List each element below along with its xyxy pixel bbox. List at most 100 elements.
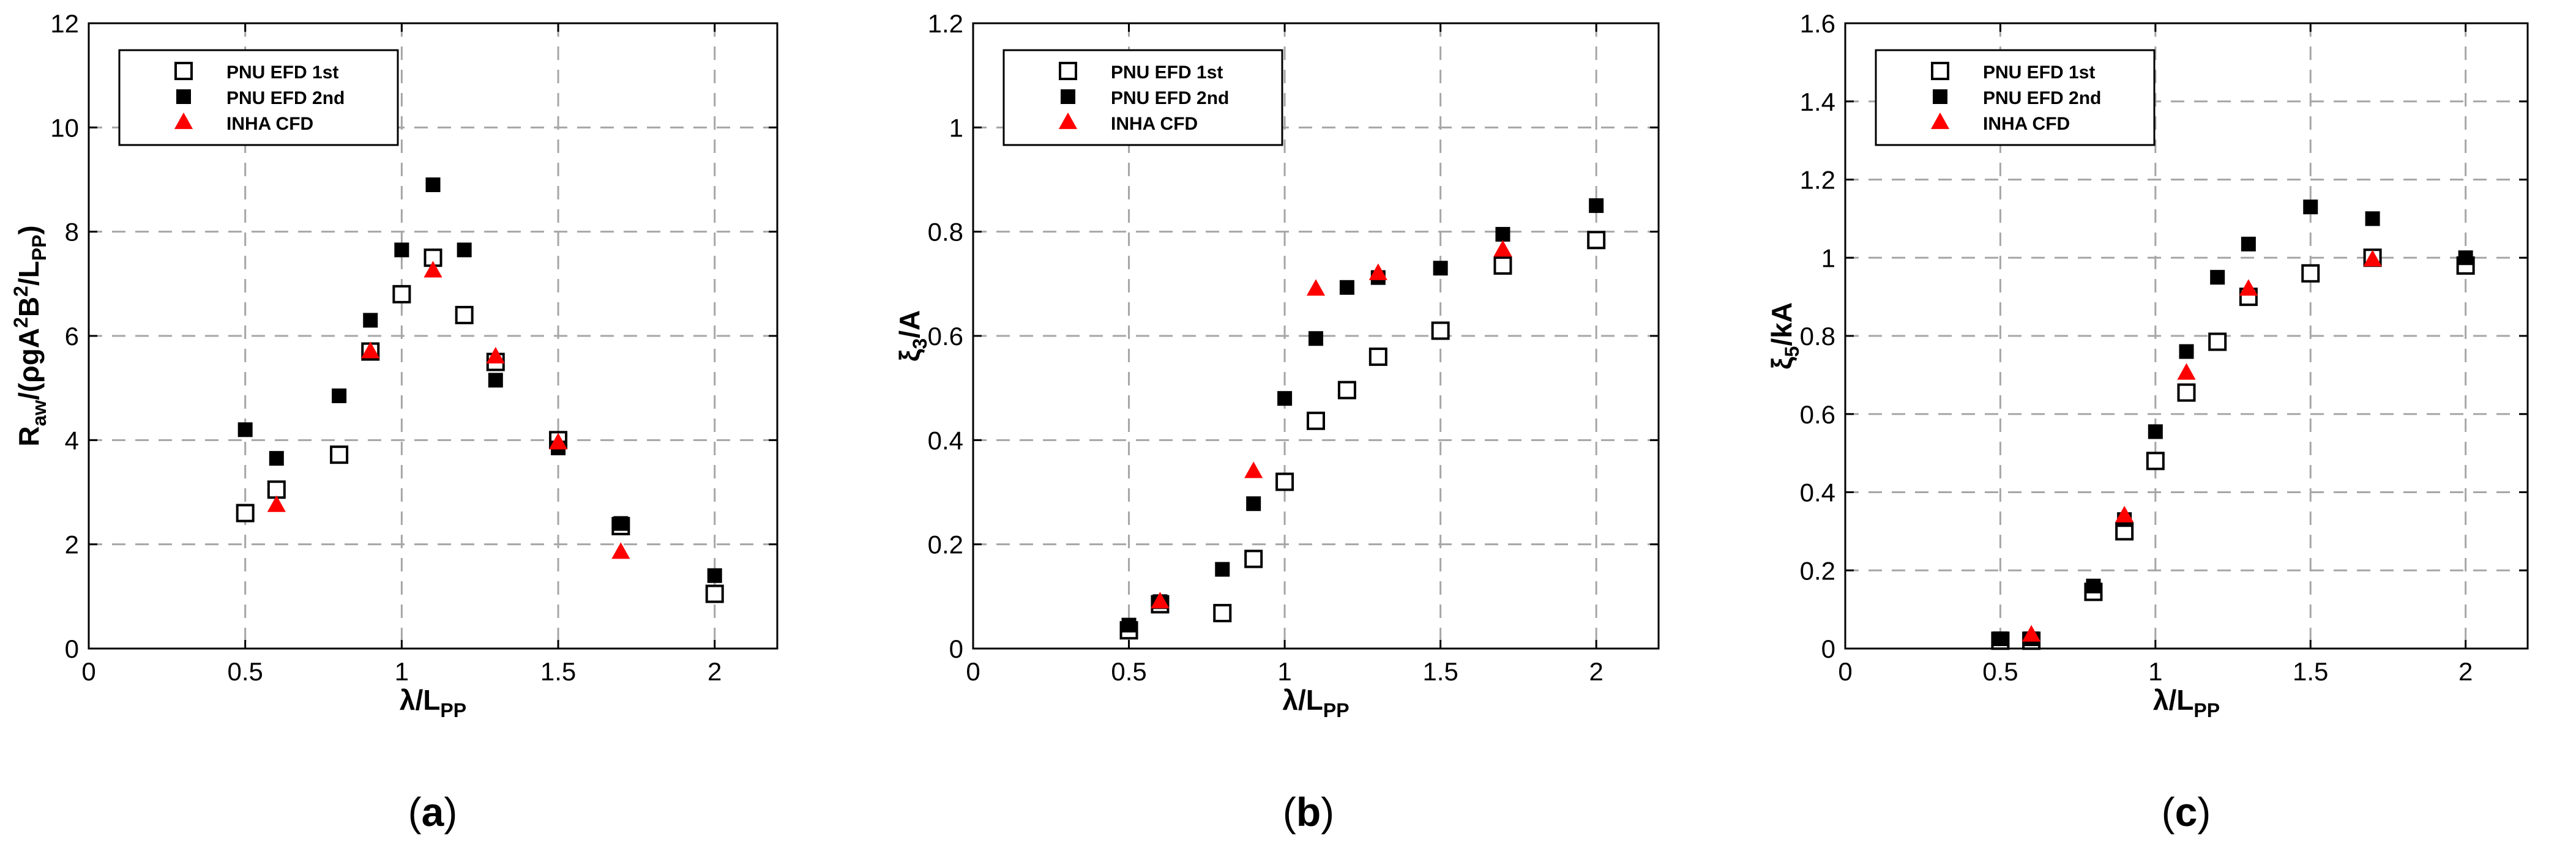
caption-b: (b) (1283, 789, 1334, 835)
y-tick-label: 0.4 (928, 426, 963, 455)
legend-label: PNU EFD 1st (1111, 62, 1223, 83)
data-point (2146, 452, 2165, 470)
series-pnu-efd-1st (1119, 231, 1606, 640)
data-point (1277, 391, 1293, 406)
data-point (394, 242, 409, 258)
x-tick-label: 1.5 (2293, 657, 2328, 686)
legend: PNU EFD 1st PNU EFD 2nd INHA CFD (1002, 49, 1283, 146)
y-tick-label: 0 (949, 634, 963, 663)
x-tick-label: 0.5 (227, 657, 263, 686)
y-tick-label: 8 (65, 218, 79, 247)
data-point (1993, 631, 2008, 647)
data-point (2022, 625, 2041, 642)
series-inha-cfd (1151, 240, 1512, 609)
legend-marker (174, 62, 193, 80)
y-tick-label: 1.4 (1800, 87, 1835, 116)
x-tick-label: 1.5 (1422, 657, 1458, 686)
data-point (486, 346, 505, 363)
legend-label: PNU EFD 1st (1983, 62, 2095, 83)
data-point (1215, 562, 1230, 577)
grid (89, 23, 777, 649)
data-point (361, 341, 380, 359)
x-tick-label: 1.5 (540, 657, 576, 686)
data-point (1368, 263, 1387, 280)
y-tick-label: 0 (65, 634, 79, 663)
legend-label: PNU EFD 2nd (1983, 88, 2101, 108)
data-point (455, 305, 474, 324)
data-point (267, 495, 286, 512)
y-axis-label: ξ3/A (894, 310, 931, 362)
x-axis-label: λ/LPP (2153, 684, 2220, 721)
data-point (1246, 496, 1261, 511)
panel-a: 0 0.5 1 1.5 2 0 2 4 6 8 10 12 λ/LPP Raw/(ρgA2B2/LPP) P… (10, 9, 778, 721)
legend-marker (174, 112, 193, 129)
data-point (613, 516, 629, 531)
y-tick-label: 12 (50, 9, 79, 38)
legend-label: PNU EFD 2nd (1111, 88, 1229, 108)
data-point (392, 285, 411, 303)
series-pnu-efd-1st (1991, 248, 2475, 650)
x-tick-label: 1 (395, 657, 409, 686)
legend-marker (176, 89, 191, 104)
data-point (548, 433, 568, 450)
x-tick-label: 0 (1838, 657, 1852, 686)
data-point (2239, 279, 2258, 296)
data-point (2363, 250, 2382, 267)
caption-c: (c) (2162, 789, 2211, 835)
legend-label: PNU EFD 2nd (226, 88, 345, 108)
series-pnu-efd-2nd (1993, 199, 2473, 647)
data-point (2241, 236, 2256, 251)
x-axis-label: λ/LPP (1282, 684, 1349, 721)
data-point (2365, 211, 2380, 226)
x-tick-label: 2 (1589, 657, 1603, 686)
y-tick-label: 2 (65, 530, 79, 559)
data-point (707, 568, 722, 583)
data-point (332, 388, 347, 403)
y-tick-label: 0.2 (1800, 556, 1835, 585)
series-pnu-efd-2nd (1121, 198, 1604, 633)
data-point (2177, 383, 2196, 402)
data-point (2115, 505, 2134, 523)
data-point (424, 261, 442, 278)
data-point (1589, 198, 1604, 214)
y-tick-label: 1.2 (1800, 166, 1835, 195)
legend-box (118, 49, 399, 146)
x-tick-label: 0.5 (1982, 657, 2018, 686)
data-point (1244, 549, 1263, 568)
y-tick-label: 0.2 (928, 530, 963, 559)
data-point (2458, 250, 2473, 266)
caption-a: (a) (408, 789, 458, 835)
data-point (1121, 617, 1137, 633)
y-tick-label: 1 (1821, 244, 1835, 272)
data-point (1493, 256, 1512, 275)
data-point (488, 373, 503, 388)
data-point (1337, 381, 1356, 400)
data-point (2086, 578, 2101, 593)
data-point (1151, 592, 1170, 609)
legend-marker (1059, 62, 1077, 80)
data-point (1433, 261, 1448, 276)
data-point (2210, 270, 2225, 285)
data-point (267, 480, 286, 499)
series-pnu-efd-1st (236, 248, 724, 603)
y-tick-label: 4 (65, 426, 79, 455)
y-tick-label: 0 (1821, 634, 1835, 663)
y-axis-label: ξ5/kA (1766, 302, 1803, 370)
data-point (2208, 332, 2227, 351)
legend-label: INHA CFD (226, 114, 313, 134)
y-tick-label: 6 (65, 322, 79, 351)
panel-b: 0 0.5 1 1.5 2 0 0.2 0.4 0.6 0.8 1 1.2 λ/LPP ξ3/A PNU E… (894, 9, 1660, 721)
data-point (2177, 363, 2196, 380)
data-point (2179, 344, 2194, 359)
y-tick-label: 0.8 (928, 218, 963, 247)
x-tick-label: 2 (2458, 657, 2473, 686)
data-point (1309, 331, 1323, 346)
data-point (1306, 279, 1326, 296)
data-point (1495, 226, 1510, 242)
x-tick-label: 0 (966, 657, 980, 686)
data-point (1339, 280, 1354, 295)
data-point (1275, 472, 1294, 491)
data-point (457, 242, 472, 258)
data-point (269, 451, 284, 466)
data-point (2301, 264, 2320, 283)
